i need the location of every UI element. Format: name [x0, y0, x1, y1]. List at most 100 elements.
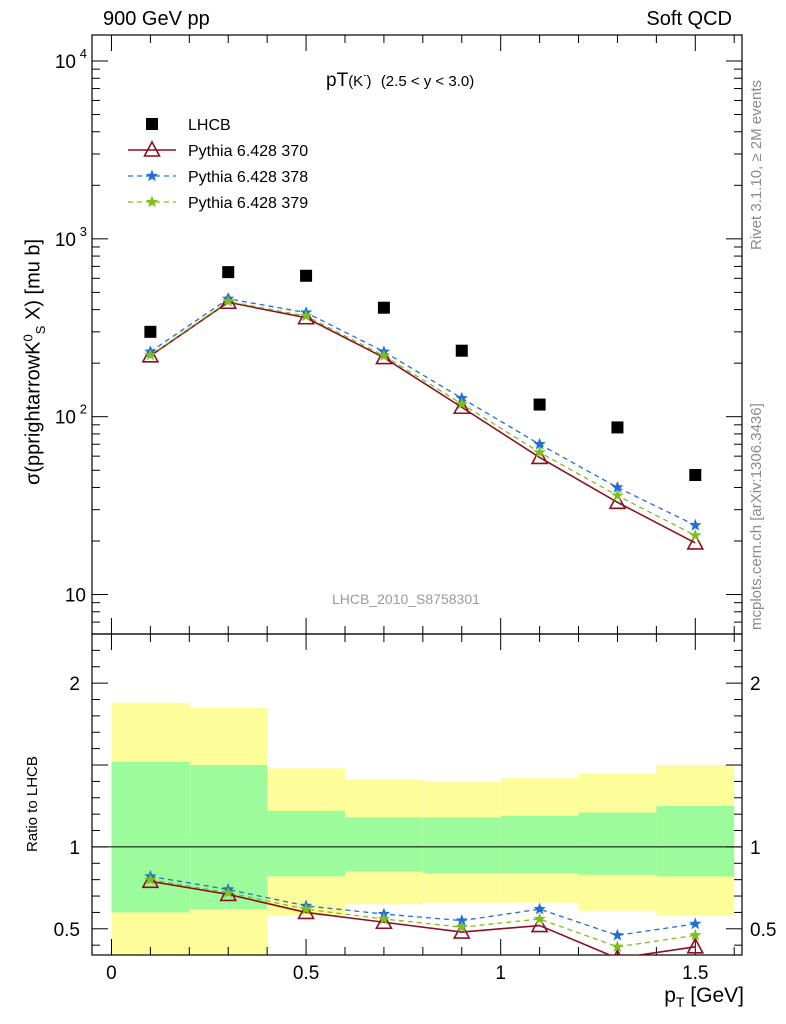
- legend-marker: [145, 169, 159, 182]
- main-point-lhcb: [533, 398, 546, 411]
- main-point-pythia-6-428-379: [689, 528, 702, 541]
- main-point-pythia-6-428-370: [686, 533, 705, 550]
- ratio-uncertainty-bands: [111, 702, 735, 955]
- x-tick-label: 0.5: [293, 963, 319, 984]
- main-point-pythia-6-428-370: [375, 347, 393, 365]
- main-point-lhcb: [377, 301, 390, 314]
- ratio-point-pythia-6-428-370: [375, 912, 393, 930]
- ratio-line-pythia-6-428-370: [150, 880, 696, 955]
- legend-label: Pythia 6.428 370: [188, 143, 308, 160]
- ratio-panel-series: [141, 869, 705, 955]
- ratio-point-pythia-6-428-370: [686, 937, 705, 954]
- main-line-pythia-6-428-378: [150, 298, 696, 526]
- ratio-y-tick-label: 2: [69, 674, 80, 695]
- ratio-point-pythia-6-428-378: [611, 928, 624, 941]
- main-line-pythia-6-428-370: [149, 301, 696, 544]
- main-point-pythia-6-428-370: [530, 447, 549, 465]
- title-particle-sup: -: [363, 70, 367, 82]
- main-point-pythia-6-428-379: [455, 397, 468, 410]
- main-point-pythia-6-428-379: [377, 349, 391, 362]
- ratio-point-pythia-6-428-370: [141, 871, 160, 889]
- ratio-point-pythia-6-428-378: [689, 917, 702, 930]
- main-y-tick-label: 10: [55, 52, 76, 73]
- stat-band-7: [656, 805, 735, 877]
- main-point-pythia-6-428-378: [689, 518, 702, 531]
- x-tick-label: 1: [495, 963, 506, 984]
- main-y-tick-label: 10: [55, 408, 76, 429]
- main-point-lhcb: [222, 266, 235, 279]
- ratio-point-pythia-6-428-378: [533, 902, 546, 915]
- title-main: pT: [326, 70, 349, 91]
- main-y-axis-label: σ(pprightarrowK0S X) [mu b]: [20, 238, 48, 485]
- main-point-pythia-6-428-379: [299, 309, 313, 322]
- ratio-point-pythia-6-428-379: [222, 886, 235, 898]
- ratio-panel-axes: 0 0.5 1 1.5 0.5 0.5 1 1 2 2: [54, 633, 776, 984]
- x-axis-label: pT [GeV]: [664, 984, 744, 1011]
- legend: LHCB Pythia 6.428 370 Pythia 6.428 378 Pyth…: [128, 117, 308, 212]
- ratio-frame: [91, 633, 743, 956]
- ratio-point-pythia-6-428-370: [530, 915, 549, 933]
- stat-band-6: [578, 812, 657, 875]
- main-point-pythia-6-428-379: [611, 489, 624, 501]
- x-tick-label: 1.5: [682, 963, 708, 984]
- main-point-lhcb: [611, 421, 624, 434]
- ratio-point-pythia-6-428-370: [452, 922, 471, 939]
- title-range: (2.5 < y < 3.0): [380, 73, 475, 90]
- ratio-point-pythia-6-428-370: [219, 884, 238, 902]
- x-tick-label: 0: [106, 963, 117, 984]
- main-point-pythia-6-428-379: [222, 294, 235, 307]
- main-y-tick-label: 10: [55, 230, 76, 251]
- stat-band-4: [422, 817, 501, 874]
- main-point-lhcb: [144, 325, 157, 338]
- ratio-point-pythia-6-428-378: [455, 914, 468, 926]
- ratio-point-pythia-6-428-379: [299, 902, 313, 915]
- main-line-pythia-6-428-379: [150, 300, 696, 536]
- ratio-line-pythia-6-428-379: [150, 879, 696, 948]
- header-right: Soft QCD: [646, 8, 732, 30]
- ratio-point-pythia-6-428-379: [611, 940, 624, 953]
- main-point-lhcb: [455, 344, 468, 357]
- plot-title: pT(K-) (2.5 < y < 3.0): [326, 70, 474, 92]
- ratio-point-pythia-6-428-379: [689, 928, 702, 941]
- legend-marker: [146, 118, 158, 130]
- main-panel-series: [141, 266, 705, 550]
- stat-band-2: [267, 810, 345, 877]
- ratio-y-tick-label-right: 0.5: [750, 920, 776, 941]
- stat-band-0: [111, 761, 190, 913]
- main-point-pythia-6-428-378: [611, 481, 624, 493]
- legend-label: Pythia 6.428 379: [188, 195, 308, 212]
- main-point-pythia-6-428-370: [297, 308, 315, 325]
- ratio-point-pythia-6-428-370: [297, 902, 315, 920]
- legend-marker: [143, 140, 161, 157]
- main-y-tick-exponent: 3: [80, 224, 87, 239]
- main-point-pythia-6-428-378: [533, 437, 546, 450]
- main-point-lhcb: [300, 269, 313, 282]
- main-point-lhcb: [689, 469, 702, 482]
- ratio-y-axis-label: Ratio to LHCB: [24, 756, 41, 852]
- ratio-y-tick-label-right: 1: [750, 838, 761, 859]
- mcplots-label: mcplots.cern.ch [arXiv:1306.3436]: [748, 403, 765, 630]
- main-point-pythia-6-428-379: [144, 348, 157, 361]
- title-particle-close: ): [366, 73, 372, 90]
- main-y-tick-exponent: 2: [80, 402, 87, 417]
- ratio-y-tick-label-right: 2: [750, 674, 761, 695]
- ratio-point-pythia-6-428-379: [377, 912, 391, 925]
- ratio-point-pythia-6-428-379: [144, 873, 157, 885]
- main-y-tick-exponent: 4: [80, 46, 87, 61]
- watermark: LHCB_2010_S8758301: [332, 591, 480, 607]
- rivet-label: Rivet 3.1.10, ≥ 2M events: [748, 80, 765, 250]
- main-point-pythia-6-428-370: [608, 492, 627, 510]
- main-point-pythia-6-428-379: [533, 445, 546, 458]
- main-point-pythia-6-428-370: [452, 397, 471, 415]
- title-particle: (K: [348, 73, 364, 90]
- main-panel-axes: 10 10 2 10 3 10 4: [55, 34, 743, 635]
- legend-marker: [145, 195, 159, 208]
- stat-band-5: [500, 815, 579, 874]
- legend-label: LHCB: [188, 117, 231, 134]
- ratio-line-pythia-6-428-378: [150, 875, 696, 937]
- ratio-y-tick-label: 0.5: [54, 920, 80, 941]
- main-y-tick-label: 10: [65, 586, 86, 607]
- stat-band-3: [344, 817, 423, 872]
- legend-label: Pythia 6.428 378: [188, 169, 308, 186]
